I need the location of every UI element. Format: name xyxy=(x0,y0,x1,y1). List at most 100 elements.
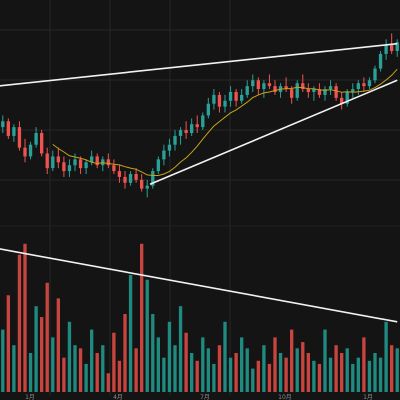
volume-bar xyxy=(1,329,5,392)
volume-bar xyxy=(217,345,222,392)
volume-bar xyxy=(190,353,194,392)
volume-trendline[interactable] xyxy=(0,248,398,323)
x-tick-label: 10月 xyxy=(278,394,292,400)
volume-bar xyxy=(212,363,216,392)
price-trendline[interactable] xyxy=(0,42,398,87)
candle-body xyxy=(184,130,188,133)
volume-bar xyxy=(34,306,38,392)
price-panel xyxy=(1,33,399,198)
candle-body xyxy=(106,159,110,166)
volume-bar xyxy=(206,348,210,392)
candle-body xyxy=(301,83,305,90)
volume-bar xyxy=(156,337,160,392)
volume-bar xyxy=(328,357,333,392)
candle-body xyxy=(62,162,66,172)
candle-body xyxy=(212,94,216,104)
volume-bar xyxy=(284,357,288,392)
candle-body xyxy=(78,159,83,169)
volume-bar xyxy=(267,363,272,392)
volume-bar xyxy=(351,363,355,392)
candle-body xyxy=(373,68,377,81)
candle-body xyxy=(178,130,183,136)
volume-bar xyxy=(117,360,122,392)
volume-bar xyxy=(240,337,244,392)
candle-body xyxy=(151,171,155,186)
x-tick-label: 1月 xyxy=(363,394,373,400)
x-axis: 1月 4月 7月 10月 1月 xyxy=(25,394,373,400)
candle-body xyxy=(334,86,338,98)
candle-body xyxy=(345,92,349,104)
candle-body xyxy=(67,165,72,172)
volume-bar xyxy=(234,353,238,392)
volume-bar xyxy=(306,353,310,392)
candle-body xyxy=(306,89,310,92)
volume-bar xyxy=(223,321,227,392)
candle-body xyxy=(23,147,27,157)
candle-body xyxy=(251,80,255,87)
volume-panel xyxy=(1,243,399,392)
volume-bar xyxy=(67,321,72,392)
volume-bar xyxy=(312,360,316,392)
volume-bar xyxy=(90,329,94,392)
candle-body xyxy=(6,121,10,136)
candle-body xyxy=(362,83,366,87)
candle-body xyxy=(367,80,372,87)
volume-bar xyxy=(367,360,372,392)
volume-bar xyxy=(84,363,88,392)
volume-bar xyxy=(390,345,394,392)
candle-body xyxy=(295,83,299,98)
volume-bar xyxy=(384,321,388,392)
candle-body xyxy=(395,42,399,51)
volume-bar xyxy=(112,332,116,392)
candle-body xyxy=(45,153,49,169)
candle-body xyxy=(267,83,272,87)
volume-bar xyxy=(334,345,338,392)
candle-body xyxy=(123,176,127,183)
candle-body xyxy=(173,135,177,145)
candle-body xyxy=(1,121,5,128)
candle-body xyxy=(378,53,383,69)
volume-bar xyxy=(278,353,283,392)
volume-bar xyxy=(17,254,22,392)
volume-bar xyxy=(362,337,366,392)
volume-bar xyxy=(245,348,249,392)
volume-bar xyxy=(184,332,188,392)
x-tick-label: 4月 xyxy=(113,394,123,400)
candle-body xyxy=(234,92,238,101)
candle-body xyxy=(262,83,266,90)
volume-bar xyxy=(256,360,260,392)
candle-body xyxy=(340,97,344,104)
volume-bar xyxy=(151,314,155,392)
price-trendline[interactable] xyxy=(149,79,398,185)
candle-body xyxy=(384,45,388,54)
volume-bar xyxy=(317,363,322,392)
volume-bar xyxy=(95,353,99,392)
volume-bar xyxy=(262,345,266,392)
candle-body xyxy=(290,89,294,98)
volume-bar xyxy=(395,348,399,392)
candle-body xyxy=(140,179,144,189)
x-tick-label: 7月 xyxy=(200,394,210,400)
volume-bar xyxy=(345,348,349,392)
candle-body xyxy=(328,86,333,90)
volume-bar xyxy=(128,275,133,392)
volume-bar xyxy=(295,348,299,392)
overlay-layer xyxy=(0,42,398,323)
candle-body xyxy=(134,174,138,180)
candle-body xyxy=(51,156,55,169)
candle-body xyxy=(201,115,205,128)
candle-body xyxy=(128,174,133,183)
candle-body xyxy=(245,86,249,95)
candle-body xyxy=(156,159,160,172)
candle-body xyxy=(12,127,16,136)
volume-bar xyxy=(40,317,44,392)
volume-bar xyxy=(356,357,360,392)
candle-body xyxy=(40,133,44,154)
moving-average-line xyxy=(52,68,398,176)
candle-body xyxy=(90,156,94,163)
candle-body xyxy=(17,127,22,148)
volume-bar xyxy=(173,345,177,392)
volume-bar xyxy=(28,353,33,392)
